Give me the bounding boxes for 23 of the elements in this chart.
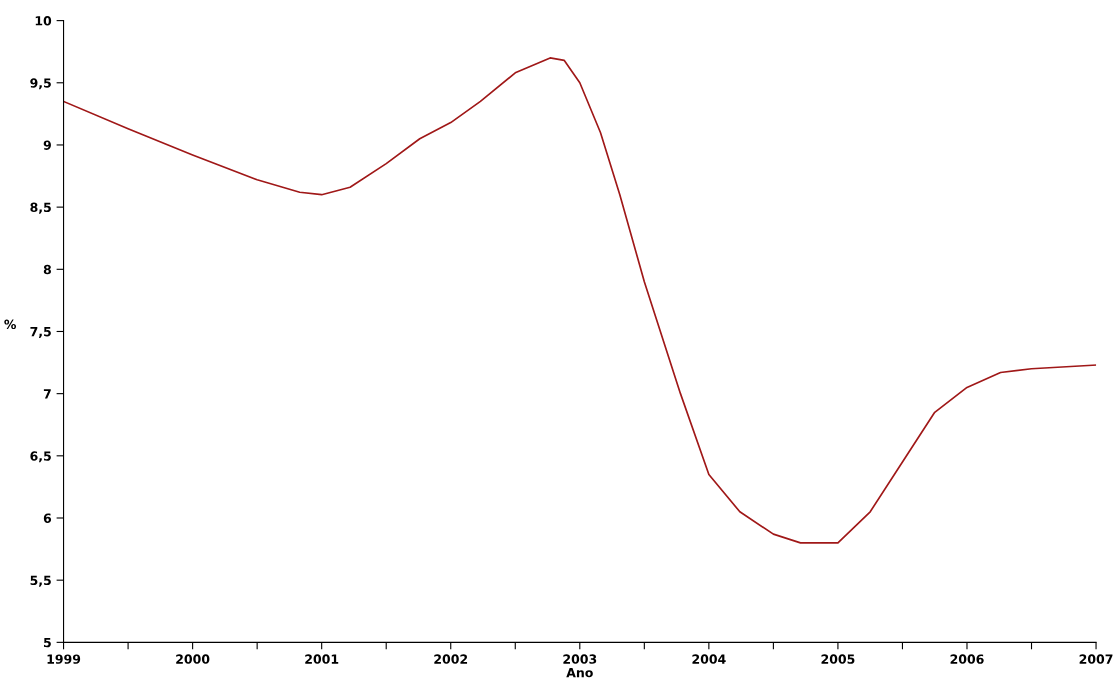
y-tick-label: 7 — [43, 389, 51, 399]
x-tick-label: 2005 — [821, 654, 855, 664]
y-tick-label: 10 — [35, 16, 52, 26]
y-tick-label: 5,5 — [30, 575, 51, 587]
y-tick-label: 5 — [44, 637, 51, 648]
y-tick-label: 9 — [43, 140, 51, 150]
y-tick-label: 7,5 — [30, 327, 51, 338]
x-tick-label: 2002 — [434, 654, 468, 664]
y-tick-label: 9,5 — [30, 78, 51, 90]
x-tick-label: 2001 — [305, 654, 339, 664]
x-tick-label: 2004 — [692, 654, 726, 664]
x-tick-label: 1999 — [47, 654, 81, 664]
y-tick-label: 6 — [43, 513, 52, 523]
y-tick-label: 8 — [43, 264, 51, 275]
y-tick-label: 8,5 — [30, 202, 51, 214]
line-series — [63, 57, 1097, 544]
x-tick-label: 2000 — [176, 654, 210, 664]
x-axis-title: Ano — [566, 668, 593, 678]
y-axis-title: % — [4, 319, 17, 330]
x-tick-label: 2006 — [950, 654, 984, 664]
x-tick-label: 2007 — [1079, 654, 1113, 664]
y-tick-label: 6,5 — [30, 451, 51, 463]
x-tick-label: 2003 — [563, 654, 597, 664]
